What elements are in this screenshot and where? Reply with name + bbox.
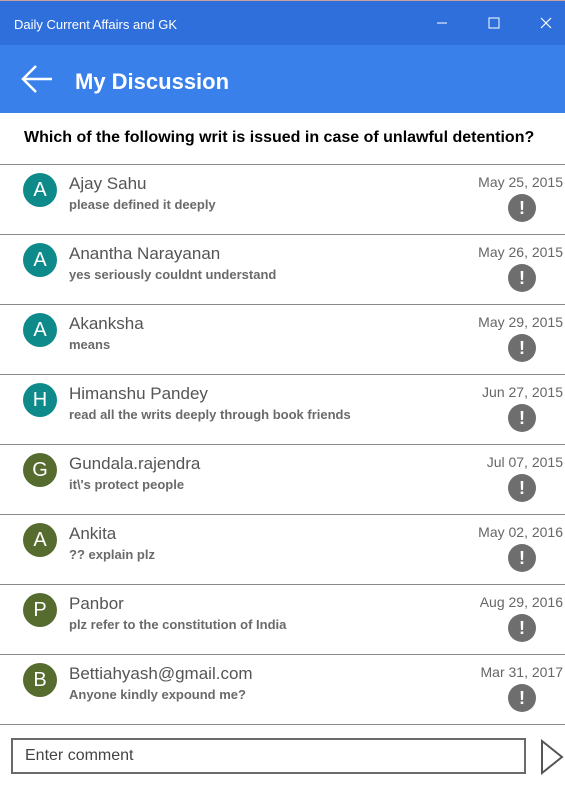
comment-date: May 02, 2016 [478,524,563,540]
comment-author: Ankita [69,524,117,543]
comment-message: it\'s protect people [69,477,185,492]
comment-item[interactable]: G Gundala.rajendra it\'s protect people Jul… [0,445,565,515]
report-icon[interactable]: ! [508,404,536,432]
report-icon[interactable]: ! [508,474,536,502]
window-title: Daily Current Affairs and GK [14,17,178,32]
comment-input[interactable] [11,738,526,774]
report-icon[interactable]: ! [508,684,536,712]
avatar: G [23,453,57,487]
comment-message: read all the writs deeply through book f… [69,407,351,422]
comment-message: ?? explain plz [69,547,155,562]
comment-item[interactable]: P Panbor plz refer to the constitution of … [0,585,565,655]
comment-author: Anantha Narayanan [69,244,221,263]
close-icon [540,17,552,29]
avatar: H [23,383,57,417]
comment-author: Bettiahyash@gmail.com [69,664,253,683]
comment-item[interactable]: B Bettiahyash@gmail.com Anyone kindly expo… [0,655,565,725]
page-title: My Discussion [75,69,230,94]
maximize-icon [488,17,500,29]
question-text: Which of the following writ is issued in… [24,129,535,146]
comment-date: Jun 27, 2015 [482,384,563,400]
window-titlebar: Daily Current Affairs and GK [0,0,565,45]
comment-date: May 29, 2015 [478,314,563,330]
comment-message: Anyone kindly expound me? [69,687,246,702]
comment-footer [0,724,565,787]
comment-list: A Ajay Sahu please defined it deeply May 25… [0,165,565,725]
comment-date: May 25, 2015 [478,174,563,190]
report-icon[interactable]: ! [508,194,536,222]
maximize-button[interactable] [471,1,517,45]
comment-item[interactable]: A Ajay Sahu please defined it deeply May 25… [0,165,565,235]
close-button[interactable] [523,1,565,45]
avatar: A [23,523,57,557]
comment-message: yes seriously couldnt understand [69,267,277,282]
send-button[interactable] [540,738,564,776]
back-arrow-icon [21,65,52,93]
comment-author: Gundala.rajendra [69,454,201,473]
comment-date: Mar 31, 2017 [480,664,564,680]
minimize-button[interactable] [419,1,465,45]
report-icon[interactable]: ! [508,264,536,292]
app-header: My Discussion [0,45,565,113]
comment-author: Ajay Sahu [69,174,147,193]
comment-date: Aug 29, 2016 [479,594,563,610]
comment-author: Himanshu Pandey [69,384,208,403]
comment-date: May 26, 2015 [478,244,563,260]
comment-item[interactable]: A Ankita ?? explain plz May 02, 2016! [0,515,565,585]
avatar: P [23,593,57,627]
comment-item[interactable]: A Akanksha means May 29, 2015! [0,305,565,375]
comment-message: means [69,337,111,352]
avatar: A [23,243,57,277]
avatar: A [23,313,57,347]
minimize-icon [437,22,447,24]
comment-item[interactable]: A Anantha Narayanan yes seriously couldnt … [0,235,565,305]
report-icon[interactable]: ! [508,544,536,572]
comment-message: please defined it deeply [69,197,216,212]
question-banner: Which of the following writ is issued in… [0,113,565,165]
comment-date: Jul 07, 2015 [486,454,563,470]
report-icon[interactable]: ! [508,334,536,362]
back-button[interactable] [20,63,56,95]
avatar: A [23,173,57,207]
comment-author: Akanksha [69,314,144,333]
report-icon[interactable]: ! [508,614,536,642]
comment-author: Panbor [69,594,124,613]
avatar: B [23,663,57,697]
comment-item[interactable]: H Himanshu Pandey read all the writs deepl… [0,375,565,445]
send-icon [541,738,564,776]
comment-message: plz refer to the constitution of India [69,617,287,632]
